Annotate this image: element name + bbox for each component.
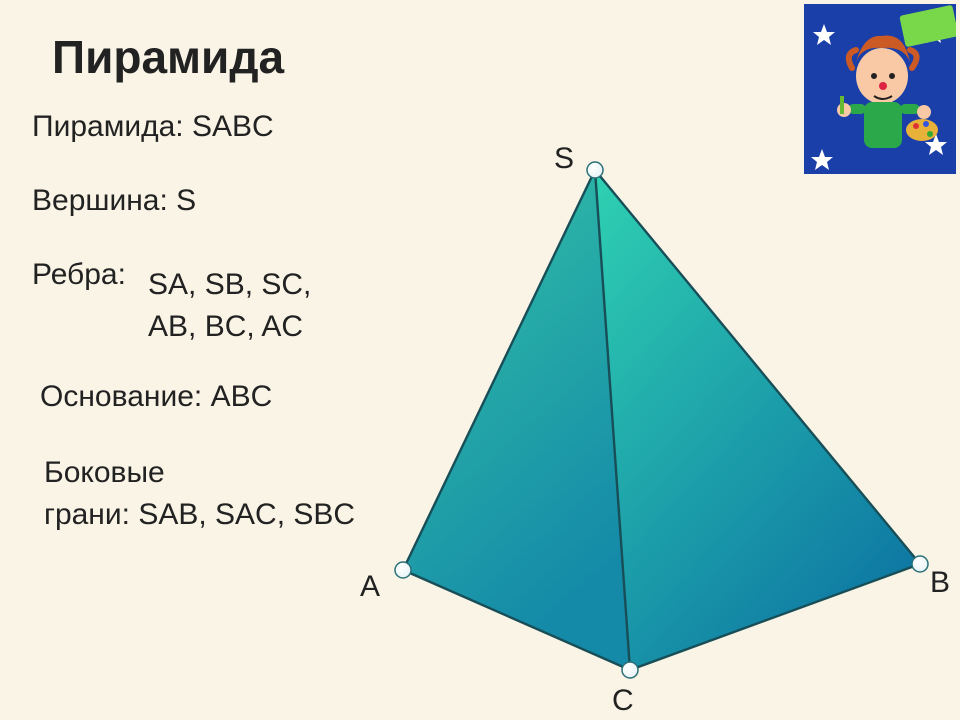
- vertex-label-c: C: [612, 684, 634, 718]
- pyramid-diagram: [320, 140, 960, 720]
- info-line-label: Боковые: [44, 456, 165, 489]
- info-line-label: Основание:: [40, 380, 211, 413]
- info-line-label: Пирамида:: [32, 110, 192, 143]
- info-line-6: Боковые: [44, 456, 165, 490]
- info-line-label: Вершина:: [32, 184, 176, 217]
- info-line-5: Основание: ABC: [40, 380, 272, 414]
- vertex-label-s: S: [554, 142, 574, 176]
- info-line-4: AB, BC, AC: [148, 310, 303, 344]
- info-line-value: S: [176, 184, 196, 217]
- info-line-value: SA, SB, SC,: [148, 268, 311, 301]
- info-line-value: ABC: [211, 380, 273, 413]
- info-line-0: Пирамида: SABC: [32, 110, 274, 144]
- page-title: Пирамида: [52, 30, 284, 84]
- info-line-7: грани: SAB, SAC, SВC: [44, 498, 355, 532]
- info-line-value: AB, BC, AC: [148, 310, 303, 343]
- vertex-label-a: A: [360, 570, 380, 604]
- info-line-label: Ребра:: [32, 258, 126, 291]
- info-line-label: грани:: [44, 498, 138, 531]
- info-line-1: Вершина: S: [32, 184, 196, 218]
- info-line-2: Ребра:: [32, 258, 126, 292]
- info-line-3: SA, SB, SC,: [148, 268, 311, 302]
- vertex-label-b: B: [930, 566, 950, 600]
- info-line-value: SABC: [192, 110, 274, 143]
